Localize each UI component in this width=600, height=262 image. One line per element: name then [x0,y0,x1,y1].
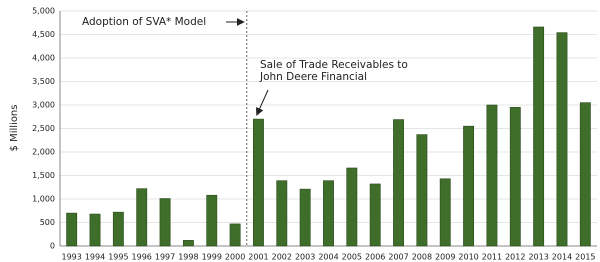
bar [463,125,475,247]
annotation: Adoption of SVA* Model [82,16,206,28]
x-tick-label: 2002 [272,253,292,262]
y-tick-label: 3,000 [32,101,55,110]
x-tick-label: 2000 [225,253,245,262]
y-tick-label: 2,500 [32,124,55,133]
y-tick-label: 4,500 [32,30,55,39]
x-tick-label: 2012 [505,253,525,262]
bar [556,32,568,247]
bar [112,211,124,247]
bar [533,26,545,247]
x-tick-label: 2006 [365,253,385,262]
bar [229,223,241,247]
annotation: Sale of Trade Receivables to [260,59,408,71]
bar [579,102,591,247]
x-tick-label: 2005 [342,253,362,262]
y-axis-label: $ Millions [9,105,20,152]
bar [299,188,311,247]
annotation-arrow [255,89,269,116]
y-tick-label: 5,000 [32,7,55,16]
bar [253,118,264,247]
bar [136,188,148,247]
bar [182,240,194,247]
x-tick-label: 1995 [108,253,128,262]
y-tick-label: 2,000 [32,148,55,157]
x-tick-label: 1997 [155,253,175,262]
y-tick-label: 500 [40,218,55,227]
x-tick-label: 2004 [318,253,338,262]
x-tick-label: 1994 [85,253,105,262]
x-tick-label: 1998 [178,253,198,262]
x-tick-label: 1993 [61,253,81,262]
bar [393,119,404,247]
x-tick-label: 2014 [552,253,572,262]
y-tick-label: 1,000 [32,195,55,204]
bar [206,194,218,247]
y-tick-label: 1,500 [32,171,55,180]
x-tick-label: 2010 [458,253,478,262]
y-tick-label: 4,000 [32,54,55,63]
bar [66,212,78,247]
bar [369,183,381,247]
x-tick-label: 2013 [528,253,548,262]
x-tick-label: 2008 [412,253,432,262]
bar [346,167,358,247]
x-tick-label: 1996 [132,253,152,262]
bar [323,180,334,247]
bar [276,180,288,247]
bar [159,198,171,247]
y-tick-label: 0 [50,242,55,251]
x-tick-label: 1999 [202,253,222,262]
x-tick-label: 2009 [435,253,455,262]
x-tick-label: 2015 [575,253,595,262]
annotation: John Deere Financial [259,71,367,83]
y-tick-label: 3,500 [32,77,55,86]
x-tick-label: 2001 [248,253,268,262]
bar [416,134,428,247]
bar [89,213,101,247]
x-tick-label: 2007 [388,253,408,262]
bar [439,178,451,247]
bar [486,104,498,247]
bar [509,107,521,247]
x-tick-label: 2011 [482,253,502,262]
x-tick-label: 2003 [295,253,315,262]
